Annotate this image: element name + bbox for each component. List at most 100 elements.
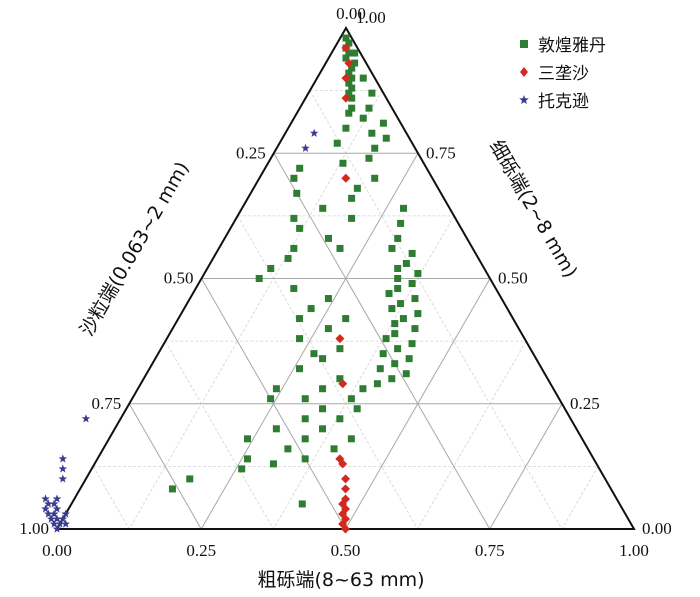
- point-tuokexun: [61, 519, 70, 528]
- point-dunhuang: [373, 380, 381, 388]
- point-dunhuang: [411, 295, 419, 303]
- legend-marker-sanlongsha: [520, 67, 528, 77]
- point-tuokexun: [44, 509, 53, 518]
- point-dunhuang: [345, 89, 353, 97]
- point-dunhuang: [319, 204, 327, 212]
- point-dunhuang: [319, 385, 327, 393]
- grid-line: [345, 278, 491, 530]
- point-dunhuang: [243, 455, 251, 463]
- point-tuokexun: [81, 414, 91, 423]
- point-tuokexun: [58, 514, 68, 523]
- point-dunhuang: [402, 370, 410, 378]
- grid-line: [237, 215, 418, 530]
- point-dunhuang: [351, 59, 359, 67]
- point-dunhuang: [290, 214, 298, 222]
- point-dunhuang: [359, 385, 367, 393]
- point-tuokexun: [301, 143, 310, 152]
- point-dunhuang: [238, 465, 246, 473]
- left-tick-label: 0.75: [92, 394, 122, 413]
- point-dunhuang: [411, 325, 419, 333]
- point-dunhuang: [298, 500, 306, 508]
- point-tuokexun: [49, 509, 59, 518]
- point-dunhuang: [348, 94, 356, 102]
- point-dunhuang: [348, 74, 356, 82]
- point-dunhuang: [365, 104, 373, 112]
- bottom-tick-label: 0.50: [331, 541, 361, 560]
- point-tuokexun: [309, 128, 319, 137]
- point-dunhuang: [347, 435, 355, 443]
- point-dunhuang: [379, 119, 387, 127]
- point-dunhuang: [319, 425, 327, 433]
- point-tuokexun: [44, 499, 53, 508]
- grid-line: [200, 153, 419, 530]
- point-dunhuang: [324, 295, 332, 303]
- point-dunhuang: [296, 365, 303, 373]
- point-tuokexun: [41, 494, 50, 503]
- point-tuokexun: [52, 514, 62, 523]
- point-dunhuang: [301, 435, 309, 443]
- point-dunhuang: [388, 375, 396, 383]
- right-tick-label: 0.75: [426, 143, 456, 162]
- point-dunhuang: [348, 104, 356, 112]
- point-dunhuang: [301, 415, 309, 423]
- point-dunhuang: [345, 109, 353, 117]
- point-dunhuang: [408, 280, 416, 288]
- point-dunhuang: [414, 269, 422, 277]
- point-dunhuang: [296, 315, 304, 323]
- point-dunhuang: [391, 360, 399, 368]
- point-dunhuang: [168, 485, 176, 493]
- point-dunhuang: [348, 84, 356, 92]
- right-tick-label: 0.00: [642, 519, 672, 538]
- right-tick-label: 1.00: [356, 8, 386, 27]
- point-dunhuang: [330, 445, 338, 453]
- point-sanlongsha: [344, 58, 354, 68]
- point-tuokexun: [52, 524, 62, 533]
- point-dunhuang: [376, 365, 384, 373]
- point-dunhuang: [368, 89, 376, 97]
- point-dunhuang: [347, 395, 355, 403]
- legend: 敦煌雅丹 三垄沙 托克逊: [519, 36, 606, 112]
- point-dunhuang: [408, 249, 416, 257]
- point-tuokexun: [58, 454, 68, 463]
- point-dunhuang: [272, 385, 280, 393]
- point-tuokexun: [58, 474, 68, 483]
- point-dunhuang: [397, 219, 405, 227]
- points-layer: [41, 34, 422, 534]
- point-dunhuang: [353, 184, 361, 192]
- point-dunhuang: [290, 174, 298, 182]
- point-dunhuang: [284, 445, 292, 453]
- point-dunhuang: [365, 154, 373, 162]
- point-dunhuang: [186, 475, 194, 483]
- point-tuokexun: [47, 514, 56, 523]
- point-dunhuang: [397, 300, 405, 308]
- point-dunhuang: [368, 129, 376, 137]
- point-tuokexun: [49, 519, 59, 528]
- point-sanlongsha: [338, 379, 348, 389]
- grid-line: [273, 215, 455, 530]
- point-dunhuang: [382, 335, 390, 343]
- point-dunhuang: [385, 290, 393, 298]
- point-dunhuang: [345, 69, 353, 77]
- point-dunhuang: [267, 395, 275, 403]
- bottom-tick-label: 0.00: [42, 541, 72, 560]
- point-sanlongsha: [341, 43, 351, 53]
- point-dunhuang: [391, 320, 399, 328]
- point-dunhuang: [301, 455, 309, 463]
- point-dunhuang: [339, 159, 347, 167]
- point-dunhuang: [345, 79, 353, 87]
- point-dunhuang: [290, 285, 298, 293]
- legend-label-sanlongsha: 三垄沙: [538, 64, 589, 84]
- left-tick-label: 0.50: [164, 269, 194, 288]
- point-dunhuang: [371, 144, 379, 152]
- point-dunhuang: [359, 74, 367, 82]
- point-dunhuang: [348, 194, 356, 202]
- point-dunhuang: [324, 234, 332, 242]
- grid-line: [489, 403, 563, 530]
- point-tuokexun: [55, 519, 65, 528]
- left-tick-label: 1.00: [19, 519, 49, 538]
- point-sanlongsha: [341, 504, 351, 514]
- point-dunhuang: [382, 134, 390, 142]
- point-tuokexun: [41, 504, 50, 513]
- point-dunhuang: [379, 350, 387, 358]
